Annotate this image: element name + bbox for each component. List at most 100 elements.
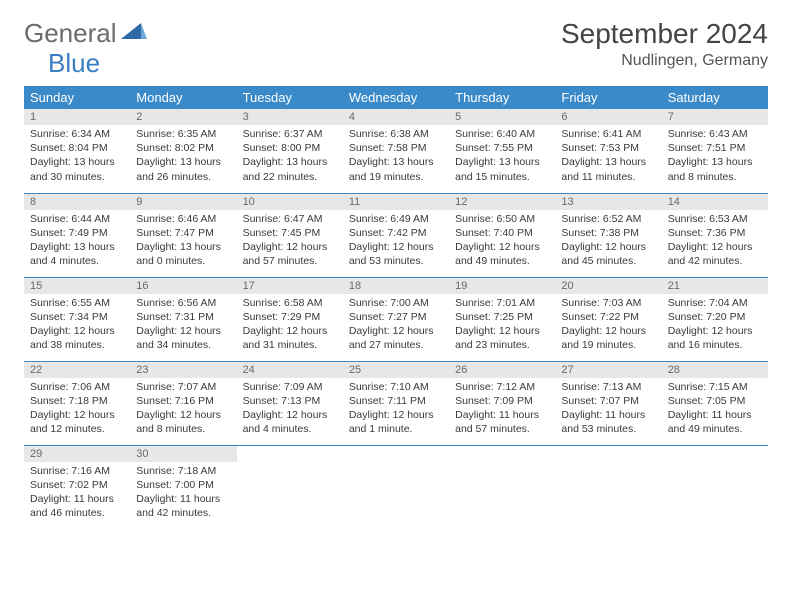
daylight-line: Daylight: 12 hours and 34 minutes.	[136, 324, 230, 352]
day-details: Sunrise: 7:00 AMSunset: 7:27 PMDaylight:…	[343, 294, 449, 359]
day-number: 10	[237, 194, 343, 210]
page-title: September 2024	[561, 18, 768, 50]
sunset-line: Sunset: 7:40 PM	[455, 226, 549, 240]
sunset-line: Sunset: 7:47 PM	[136, 226, 230, 240]
weekday-header: Wednesday	[343, 86, 449, 109]
day-details: Sunrise: 7:15 AMSunset: 7:05 PMDaylight:…	[662, 378, 768, 443]
daylight-line: Daylight: 12 hours and 45 minutes.	[561, 240, 655, 268]
sunrise-line: Sunrise: 6:46 AM	[136, 212, 230, 226]
day-details: Sunrise: 6:46 AMSunset: 7:47 PMDaylight:…	[130, 210, 236, 275]
weekday-header: Saturday	[662, 86, 768, 109]
day-details: Sunrise: 7:10 AMSunset: 7:11 PMDaylight:…	[343, 378, 449, 443]
day-details: Sunrise: 6:47 AMSunset: 7:45 PMDaylight:…	[237, 210, 343, 275]
sunrise-line: Sunrise: 7:16 AM	[30, 464, 124, 478]
daylight-line: Daylight: 11 hours and 57 minutes.	[455, 408, 549, 436]
sunset-line: Sunset: 7:55 PM	[455, 141, 549, 155]
weekday-header: Sunday	[24, 86, 130, 109]
day-number: 14	[662, 194, 768, 210]
calendar-cell: 28Sunrise: 7:15 AMSunset: 7:05 PMDayligh…	[662, 361, 768, 445]
calendar-cell: 30Sunrise: 7:18 AMSunset: 7:00 PMDayligh…	[130, 445, 236, 529]
day-number: 20	[555, 278, 661, 294]
daylight-line: Daylight: 12 hours and 23 minutes.	[455, 324, 549, 352]
day-number: 25	[343, 362, 449, 378]
daylight-line: Daylight: 12 hours and 12 minutes.	[30, 408, 124, 436]
logo-text-blue: Blue	[48, 48, 100, 79]
day-details: Sunrise: 7:18 AMSunset: 7:00 PMDaylight:…	[130, 462, 236, 527]
day-details: Sunrise: 7:07 AMSunset: 7:16 PMDaylight:…	[130, 378, 236, 443]
sunrise-line: Sunrise: 6:52 AM	[561, 212, 655, 226]
day-number: 11	[343, 194, 449, 210]
calendar-cell: 1Sunrise: 6:34 AMSunset: 8:04 PMDaylight…	[24, 109, 130, 193]
daylight-line: Daylight: 12 hours and 19 minutes.	[561, 324, 655, 352]
calendar-cell	[449, 445, 555, 529]
daylight-line: Daylight: 11 hours and 46 minutes.	[30, 492, 124, 520]
sunrise-line: Sunrise: 6:43 AM	[668, 127, 762, 141]
calendar-cell: 16Sunrise: 6:56 AMSunset: 7:31 PMDayligh…	[130, 277, 236, 361]
daylight-line: Daylight: 12 hours and 27 minutes.	[349, 324, 443, 352]
calendar-cell: 17Sunrise: 6:58 AMSunset: 7:29 PMDayligh…	[237, 277, 343, 361]
day-number: 28	[662, 362, 768, 378]
day-details: Sunrise: 7:16 AMSunset: 7:02 PMDaylight:…	[24, 462, 130, 527]
sunrise-line: Sunrise: 7:15 AM	[668, 380, 762, 394]
day-details: Sunrise: 6:35 AMSunset: 8:02 PMDaylight:…	[130, 125, 236, 190]
calendar-cell: 18Sunrise: 7:00 AMSunset: 7:27 PMDayligh…	[343, 277, 449, 361]
day-details: Sunrise: 7:03 AMSunset: 7:22 PMDaylight:…	[555, 294, 661, 359]
sunset-line: Sunset: 7:31 PM	[136, 310, 230, 324]
calendar-cell: 27Sunrise: 7:13 AMSunset: 7:07 PMDayligh…	[555, 361, 661, 445]
day-details: Sunrise: 7:04 AMSunset: 7:20 PMDaylight:…	[662, 294, 768, 359]
calendar-cell: 23Sunrise: 7:07 AMSunset: 7:16 PMDayligh…	[130, 361, 236, 445]
day-number: 1	[24, 109, 130, 125]
day-number: 6	[555, 109, 661, 125]
daylight-line: Daylight: 13 hours and 26 minutes.	[136, 155, 230, 183]
sunrise-line: Sunrise: 6:35 AM	[136, 127, 230, 141]
day-number: 2	[130, 109, 236, 125]
calendar-cell: 29Sunrise: 7:16 AMSunset: 7:02 PMDayligh…	[24, 445, 130, 529]
logo-text-general: General	[24, 18, 117, 49]
day-details: Sunrise: 6:38 AMSunset: 7:58 PMDaylight:…	[343, 125, 449, 190]
day-details: Sunrise: 6:37 AMSunset: 8:00 PMDaylight:…	[237, 125, 343, 190]
day-details: Sunrise: 6:58 AMSunset: 7:29 PMDaylight:…	[237, 294, 343, 359]
daylight-line: Daylight: 12 hours and 16 minutes.	[668, 324, 762, 352]
day-number: 23	[130, 362, 236, 378]
calendar-table: SundayMondayTuesdayWednesdayThursdayFrid…	[24, 86, 768, 529]
daylight-line: Daylight: 13 hours and 4 minutes.	[30, 240, 124, 268]
sunset-line: Sunset: 7:09 PM	[455, 394, 549, 408]
day-number: 13	[555, 194, 661, 210]
sunrise-line: Sunrise: 7:00 AM	[349, 296, 443, 310]
day-details: Sunrise: 7:13 AMSunset: 7:07 PMDaylight:…	[555, 378, 661, 443]
weekday-header: Monday	[130, 86, 236, 109]
day-number: 9	[130, 194, 236, 210]
calendar-cell	[343, 445, 449, 529]
sunrise-line: Sunrise: 6:58 AM	[243, 296, 337, 310]
sunrise-line: Sunrise: 6:55 AM	[30, 296, 124, 310]
daylight-line: Daylight: 13 hours and 30 minutes.	[30, 155, 124, 183]
day-number: 15	[24, 278, 130, 294]
calendar-cell: 6Sunrise: 6:41 AMSunset: 7:53 PMDaylight…	[555, 109, 661, 193]
calendar-cell: 11Sunrise: 6:49 AMSunset: 7:42 PMDayligh…	[343, 193, 449, 277]
day-number: 24	[237, 362, 343, 378]
sunrise-line: Sunrise: 6:40 AM	[455, 127, 549, 141]
calendar-cell: 26Sunrise: 7:12 AMSunset: 7:09 PMDayligh…	[449, 361, 555, 445]
calendar-cell	[662, 445, 768, 529]
sunset-line: Sunset: 7:49 PM	[30, 226, 124, 240]
day-details: Sunrise: 7:12 AMSunset: 7:09 PMDaylight:…	[449, 378, 555, 443]
sunset-line: Sunset: 7:34 PM	[30, 310, 124, 324]
sunset-line: Sunset: 7:00 PM	[136, 478, 230, 492]
daylight-line: Daylight: 13 hours and 22 minutes.	[243, 155, 337, 183]
sunrise-line: Sunrise: 7:13 AM	[561, 380, 655, 394]
sunset-line: Sunset: 7:42 PM	[349, 226, 443, 240]
logo: General	[24, 18, 151, 49]
sunset-line: Sunset: 8:00 PM	[243, 141, 337, 155]
sunrise-line: Sunrise: 6:53 AM	[668, 212, 762, 226]
daylight-line: Daylight: 11 hours and 53 minutes.	[561, 408, 655, 436]
triangle-icon	[121, 21, 147, 46]
sunset-line: Sunset: 7:45 PM	[243, 226, 337, 240]
day-number: 7	[662, 109, 768, 125]
calendar-cell: 7Sunrise: 6:43 AMSunset: 7:51 PMDaylight…	[662, 109, 768, 193]
title-block: September 2024 Nudlingen, Germany	[561, 18, 768, 70]
sunrise-line: Sunrise: 6:47 AM	[243, 212, 337, 226]
sunset-line: Sunset: 7:11 PM	[349, 394, 443, 408]
sunrise-line: Sunrise: 6:41 AM	[561, 127, 655, 141]
day-details: Sunrise: 6:53 AMSunset: 7:36 PMDaylight:…	[662, 210, 768, 275]
daylight-line: Daylight: 11 hours and 42 minutes.	[136, 492, 230, 520]
